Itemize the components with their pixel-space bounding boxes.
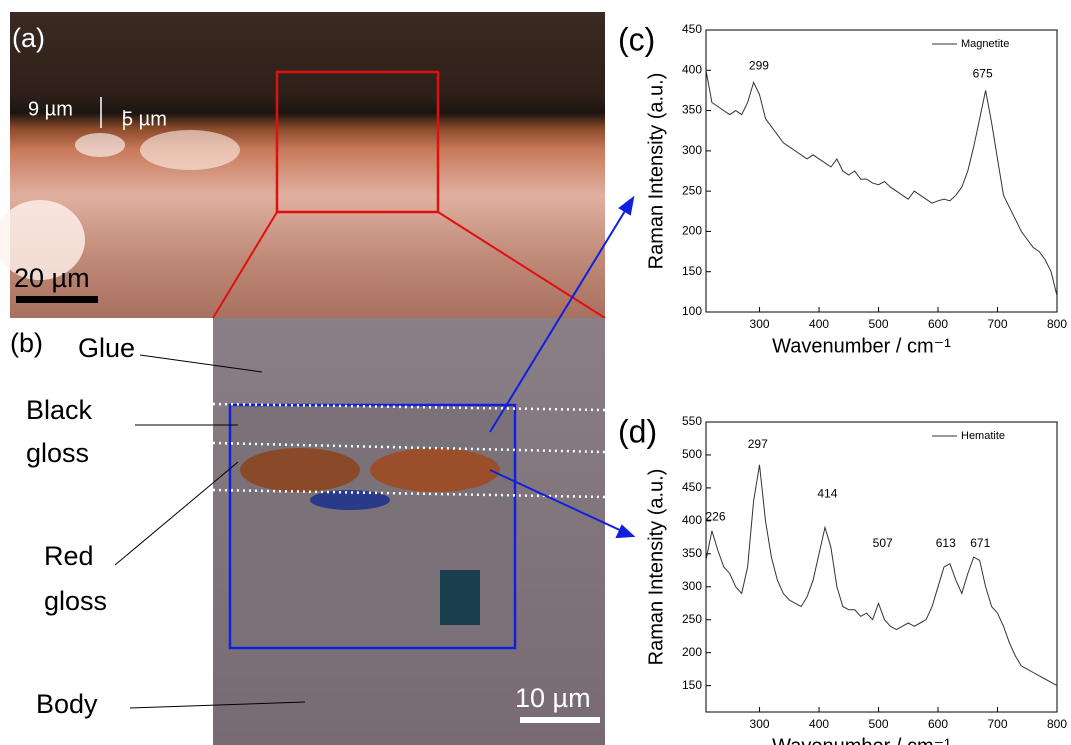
red-gloss-region xyxy=(240,448,360,492)
panel-label: (a) xyxy=(12,23,45,53)
scale-bar xyxy=(16,296,98,303)
x-axis-title: Wavenumber / cm⁻¹ xyxy=(772,735,951,745)
panel-a: (a) 9 µm 5 µm 20 µm xyxy=(0,12,605,318)
y-tick-label: 250 xyxy=(682,183,702,197)
map-box xyxy=(228,403,517,650)
leader xyxy=(114,461,239,566)
layer-label: Glue xyxy=(78,333,135,363)
layer-label: Black xyxy=(26,395,93,425)
region xyxy=(310,490,390,510)
zoom-box xyxy=(275,70,440,214)
y-tick-label: 500 xyxy=(682,447,702,461)
leader xyxy=(139,354,263,373)
arrows xyxy=(489,195,636,539)
x-tick-label: 600 xyxy=(928,717,948,731)
layer-label: Red xyxy=(44,541,94,571)
y-tick-label: 300 xyxy=(682,143,702,157)
x-tick-label: 500 xyxy=(869,717,889,731)
x-axis-title: Wavenumber / cm⁻¹ xyxy=(772,335,951,357)
highlight xyxy=(140,130,240,170)
y-tick-label: 200 xyxy=(682,224,702,238)
peak-label: 299 xyxy=(749,58,769,72)
x-tick-label: 500 xyxy=(869,317,889,331)
layer-label: Body xyxy=(36,689,98,719)
peak-label: 675 xyxy=(973,66,993,80)
spectrum xyxy=(705,70,1058,297)
y-tick-label: 100 xyxy=(682,304,702,318)
x-tick-label: 700 xyxy=(987,317,1007,331)
layer-label: gloss xyxy=(44,586,107,616)
x-tick-label: 600 xyxy=(928,317,948,331)
micrograph xyxy=(10,12,605,318)
plot-frame xyxy=(705,29,1058,313)
highlight xyxy=(0,200,85,280)
peak-label: 613 xyxy=(936,536,956,550)
peak-label: 297 xyxy=(748,437,768,451)
y-axis-title: Raman Intensity (a.u.) xyxy=(645,469,667,666)
y-tick-label: 200 xyxy=(682,645,702,659)
y-tick-label: 150 xyxy=(682,678,702,692)
x-tick-label: 400 xyxy=(809,717,829,731)
scale-bar-label: 10 µm xyxy=(515,683,591,713)
scale-bar xyxy=(520,717,600,723)
y-tick-label: 400 xyxy=(682,513,702,527)
thickness-label: 9 µm xyxy=(28,98,73,120)
y-tick-label: 350 xyxy=(682,546,702,560)
layer-label: gloss xyxy=(26,438,89,468)
panel-label: (d) xyxy=(618,413,657,449)
spectrum xyxy=(705,464,1058,687)
leader xyxy=(129,701,306,709)
legend-label: Hematite xyxy=(961,430,1005,442)
red-gloss-region xyxy=(370,448,500,492)
legend-label: Magnetite xyxy=(961,38,1009,50)
panel-label: (b) xyxy=(10,328,43,358)
panel-b: (b) Glue Black gloss Red gloss Body 10 µ… xyxy=(10,318,606,745)
zoom-line xyxy=(212,211,278,319)
plot-frame xyxy=(705,421,1058,713)
y-tick-label: 450 xyxy=(682,22,702,36)
zoom-line xyxy=(437,211,606,319)
y-tick-label: 250 xyxy=(682,612,702,626)
x-tick-label: 800 xyxy=(1047,317,1067,331)
y-tick-label: 150 xyxy=(682,264,702,278)
y-tick-label: 550 xyxy=(682,414,702,428)
x-tick-label: 300 xyxy=(750,317,770,331)
x-tick-label: 400 xyxy=(809,317,829,331)
panel-label: (c) xyxy=(618,21,655,57)
peak-label: 507 xyxy=(873,536,893,550)
thickness-label: 5 µm xyxy=(122,108,167,130)
y-tick-label: 400 xyxy=(682,62,702,76)
y-tick-label: 300 xyxy=(682,579,702,593)
peak-label: 226 xyxy=(706,510,726,524)
peak-label: 414 xyxy=(817,487,837,501)
y-tick-label: 350 xyxy=(682,103,702,117)
scale-bar-label: 20 µm xyxy=(14,263,90,293)
peak-label: 671 xyxy=(970,536,990,550)
region xyxy=(440,570,480,625)
y-axis-title: Raman Intensity (a.u.) xyxy=(645,73,667,270)
x-tick-label: 700 xyxy=(987,717,1007,731)
x-tick-label: 300 xyxy=(750,717,770,731)
y-tick-label: 450 xyxy=(682,480,702,494)
highlight xyxy=(75,133,125,157)
x-tick-label: 800 xyxy=(1047,717,1067,731)
